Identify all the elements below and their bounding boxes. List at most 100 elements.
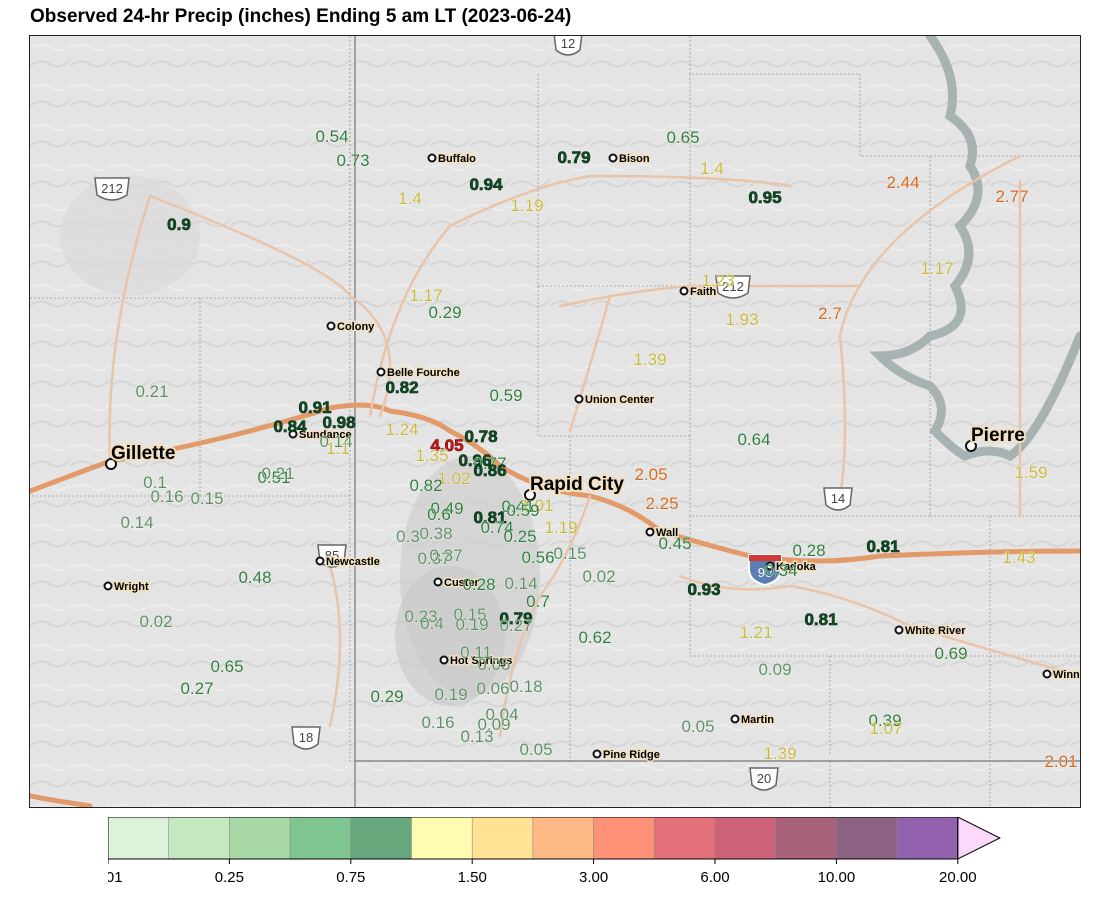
city-sundance[interactable]: Sundance	[288, 428, 353, 443]
highway-shield-212: 212	[94, 177, 130, 201]
legend-bin	[229, 817, 291, 860]
city-kadoka[interactable]: Kadoka	[765, 560, 818, 575]
map-canvas[interactable]: 12 212 212 85 14 90 18 20 Buffalo Bison Colony Bel…	[29, 35, 1081, 808]
city-label: Gillette	[111, 443, 175, 464]
city-custer[interactable]: Custer	[433, 576, 481, 591]
precip-value: 0.65	[210, 657, 243, 676]
precip-value: 0.34	[764, 561, 797, 580]
city-label: Belle Fourche	[387, 367, 460, 379]
city-label: Buffalo	[438, 153, 476, 165]
precip-value: 1.17	[409, 286, 442, 305]
city-union-center[interactable]: Union Center	[574, 393, 656, 408]
city-white-river[interactable]: White River	[894, 624, 968, 639]
legend-bin	[289, 817, 352, 860]
precip-value: 1.43	[1002, 548, 1035, 567]
shield-label: 85	[325, 548, 339, 563]
legend-tick-label: 0.75	[336, 869, 365, 886]
city-label: White River	[905, 625, 966, 637]
precip-value: 0.81	[866, 537, 899, 556]
precip-value: 0.95	[748, 188, 781, 207]
precip-value: 0.84	[273, 417, 307, 436]
city-gillette[interactable]: Gillette	[105, 441, 177, 470]
precip-value: 0.15	[190, 489, 223, 508]
precip-value: 0.7	[526, 592, 550, 611]
precip-value: 1.24	[385, 420, 418, 439]
city-marker	[730, 714, 740, 724]
city-label: Wright	[114, 581, 149, 593]
city-martin[interactable]: Martin	[730, 713, 776, 728]
legend-bin	[168, 817, 230, 860]
highway-shield-18: 18	[291, 726, 321, 750]
precip-value: 0.41	[501, 497, 534, 516]
precip-value: 0.05	[519, 740, 552, 759]
city-belle-fourche[interactable]: Belle Fourche	[376, 366, 461, 381]
precip-value: 0.14	[504, 574, 537, 593]
precip-value: 0.05	[477, 655, 510, 674]
legend-bin	[593, 817, 655, 860]
legend-arrow	[957, 817, 1001, 860]
precip-value: 2.7	[818, 304, 842, 323]
precip-value: 0.29	[370, 687, 403, 706]
city-marker	[765, 561, 775, 571]
city-label: Kadoka	[776, 561, 817, 573]
legend-ticks: 0.01 0.25 0.75 1.50 3.00 6.00 10.00 20.00	[108, 859, 977, 886]
precip-value: 1.02	[437, 469, 470, 488]
city-faith[interactable]: Faith	[679, 285, 718, 300]
city-marker	[592, 749, 602, 759]
precip-observations: 0.540.730.90.941.4 1.190.790.651.40.952.4…	[120, 127, 1078, 772]
precip-value: 0.23	[404, 607, 437, 626]
precip-value: 1.1	[326, 439, 350, 458]
legend-bin	[775, 817, 837, 860]
city-marker	[315, 556, 325, 566]
precip-value: 2.44	[886, 173, 919, 192]
city-marker	[608, 153, 618, 163]
city-winner[interactable]: Winner	[1042, 668, 1081, 683]
precip-value: 1.07	[869, 719, 902, 738]
city-label: Bison	[619, 153, 650, 165]
precip-value: 0.15	[553, 544, 586, 563]
legend-tick-label: 1.50	[458, 869, 487, 886]
precip-value: 0.65	[666, 128, 699, 147]
city-hot-springs[interactable]: Hot Springs	[439, 654, 514, 669]
legend-tick-label: 6.00	[700, 869, 729, 886]
city-rapid-city[interactable]: Rapid City	[524, 472, 626, 501]
city-wright[interactable]: Wright	[103, 580, 150, 595]
legend-bin	[350, 817, 412, 860]
precip-value: 0.74	[480, 518, 513, 537]
shield-label: 212	[101, 181, 123, 196]
city-pierre[interactable]: Pierre	[965, 423, 1027, 452]
precip-value: 0.13	[460, 727, 493, 746]
precip-value: 1.23	[701, 271, 734, 290]
precip-value: 0.56	[521, 548, 554, 567]
precip-value: 4.05	[430, 436, 463, 455]
precip-value: 0.29	[428, 303, 461, 322]
precip-value: 0.45	[658, 534, 691, 553]
city-newcastle[interactable]: Newcastle	[315, 555, 381, 570]
precip-value: 0.82	[385, 378, 418, 397]
city-label: Pierre	[971, 425, 1025, 446]
precip-value: 0.39	[868, 711, 901, 730]
highway-shield-85: 85	[317, 544, 347, 568]
precip-value: 1.59	[1014, 463, 1047, 482]
legend-bin	[471, 817, 534, 860]
shield-label: 18	[299, 730, 313, 745]
city-label: Winner	[1053, 669, 1080, 681]
precip-value: 0.28	[462, 575, 495, 594]
city-bison[interactable]: Bison	[608, 152, 651, 167]
city-label: Martin	[741, 714, 774, 726]
city-marker	[439, 655, 449, 665]
precip-value: 1.39	[763, 744, 796, 763]
city-marker	[679, 286, 689, 296]
city-marker	[574, 394, 584, 404]
cities: Buffalo Bison Colony Belle Fourche Faith Unio…	[103, 152, 1081, 763]
city-buffalo[interactable]: Buffalo	[427, 152, 478, 167]
city-marker	[433, 577, 443, 587]
precip-value: 0.1	[143, 473, 167, 492]
precip-value: 0.4	[420, 614, 444, 633]
city-pine-ridge[interactable]: Pine Ridge	[592, 748, 661, 763]
city-colony[interactable]: Colony	[326, 320, 377, 335]
city-wall[interactable]: Wall	[645, 526, 680, 541]
precip-value: 0.91	[298, 398, 331, 417]
precip-value: 0.54	[315, 127, 348, 146]
highway-shield-212: 212	[715, 275, 751, 299]
